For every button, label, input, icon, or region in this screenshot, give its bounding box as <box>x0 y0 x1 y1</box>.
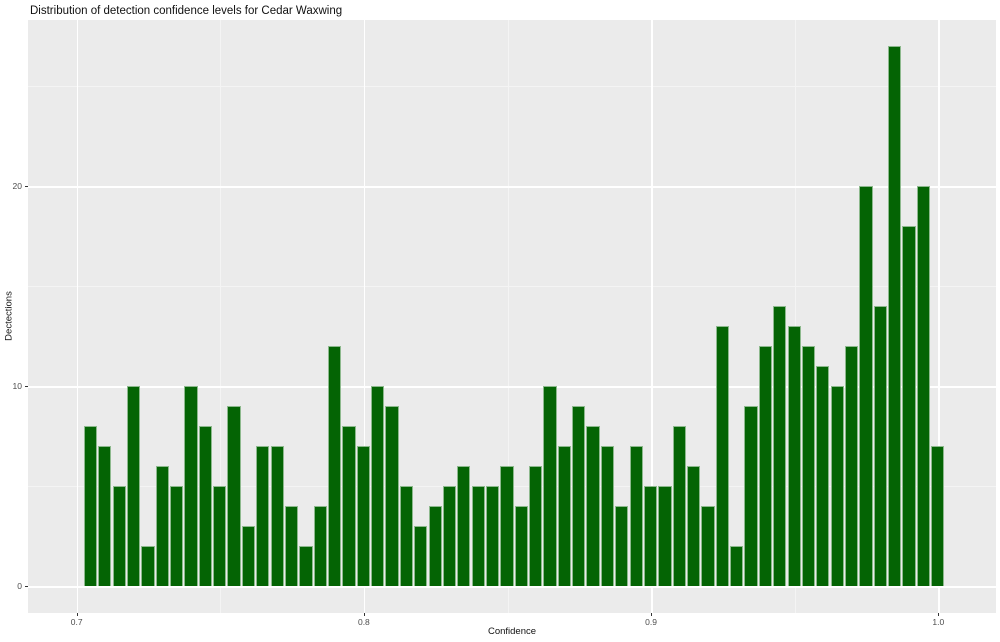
x-tick-label: 1.0 <box>932 617 945 627</box>
gridline-y-minor <box>28 286 996 287</box>
x-tick-label: 0.8 <box>357 617 370 627</box>
histogram-bar <box>600 446 615 586</box>
histogram-bar <box>126 386 141 586</box>
histogram-bar <box>313 506 327 586</box>
histogram-bar <box>758 346 773 586</box>
histogram-bar <box>859 186 873 586</box>
histogram-bar <box>615 506 629 586</box>
y-tick-mark <box>25 386 28 387</box>
x-tick-mark <box>651 613 653 616</box>
histogram-bar <box>514 506 528 586</box>
histogram-bar <box>586 426 600 586</box>
histogram-bar <box>529 466 543 586</box>
histogram-bar <box>500 466 514 586</box>
y-tick-label: 10 <box>12 381 22 391</box>
histogram-bar <box>687 466 701 586</box>
gridline-y-minor <box>28 86 996 87</box>
gridline-x-major <box>363 20 366 613</box>
histogram-bar <box>888 46 902 586</box>
histogram-bar <box>485 486 500 586</box>
histogram-bar <box>112 486 126 586</box>
histogram-bar <box>658 486 672 586</box>
histogram-bar <box>356 446 370 586</box>
histogram-bar <box>557 446 571 586</box>
histogram-bar <box>213 486 227 586</box>
x-axis-label: Confidence <box>487 626 537 637</box>
plot-panel <box>28 20 996 613</box>
histogram-bar <box>155 466 169 586</box>
histogram-bar <box>543 386 557 586</box>
histogram-bar <box>471 486 485 586</box>
histogram-bar <box>701 506 715 586</box>
gridline-y-major <box>28 586 996 588</box>
histogram-bar <box>371 386 385 586</box>
y-tick-label: 20 <box>12 181 22 191</box>
x-tick-label: 0.9 <box>645 617 657 627</box>
y-tick-label: 0 <box>17 581 22 591</box>
histogram-bar <box>414 526 428 586</box>
histogram-bar <box>83 426 98 586</box>
histogram-bar <box>730 546 744 586</box>
histogram-bar <box>816 366 830 586</box>
histogram-bar <box>170 486 184 586</box>
histogram-bar <box>342 426 356 586</box>
histogram-bar <box>328 346 342 586</box>
x-tick-mark <box>76 613 78 616</box>
histogram-bar <box>844 346 859 586</box>
gridline-x-major <box>76 20 79 613</box>
histogram-bar <box>399 486 414 586</box>
histogram-bar <box>572 406 586 586</box>
histogram-bar <box>672 426 686 586</box>
histogram-bar <box>385 406 399 586</box>
histogram-bar <box>629 446 643 586</box>
y-axis-label: Dectections <box>3 291 15 341</box>
gridline-x-minor <box>794 20 796 613</box>
histogram-bar <box>830 386 844 586</box>
histogram-bar <box>284 506 299 586</box>
histogram-bar <box>931 446 945 586</box>
histogram-bar <box>787 326 801 586</box>
histogram-bar <box>428 506 442 586</box>
gridline-y-major <box>28 186 996 188</box>
histogram-bar <box>801 346 816 586</box>
x-tick-mark <box>363 613 365 616</box>
y-tick-mark <box>25 586 28 587</box>
histogram-bar <box>198 426 212 586</box>
x-tick-mark <box>938 613 940 616</box>
histogram-bar <box>773 306 787 586</box>
histogram-bar <box>873 306 887 586</box>
histogram-bar <box>442 486 457 586</box>
histogram-bar <box>902 226 916 586</box>
gridline-y-major <box>28 386 996 388</box>
gridline-x-minor <box>507 20 509 613</box>
histogram-bar <box>184 386 198 586</box>
y-tick-mark <box>25 186 28 187</box>
gridline-x-major <box>938 20 940 613</box>
histogram-bar <box>227 406 241 586</box>
histogram-bar <box>141 546 155 586</box>
histogram-bar <box>643 486 658 586</box>
histogram-bar <box>241 526 256 586</box>
chart-title: Distribution of detection confidence lev… <box>30 5 343 17</box>
histogram-bar <box>256 446 270 586</box>
histogram-bar <box>457 466 471 586</box>
histogram-bar <box>270 446 284 586</box>
histogram-bar <box>744 406 758 586</box>
x-tick-label: 0.7 <box>70 617 83 627</box>
histogram-bar <box>299 546 313 586</box>
gridline-x-minor <box>220 20 222 613</box>
histogram-bar <box>98 446 112 586</box>
histogram-bar <box>715 326 729 586</box>
gridline-x-major <box>651 20 653 613</box>
histogram-bar <box>916 186 930 586</box>
